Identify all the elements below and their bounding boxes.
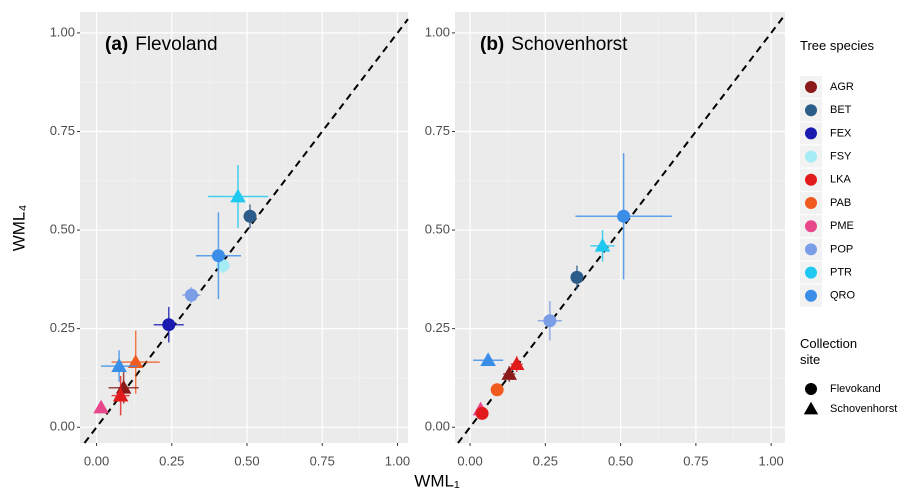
legend-title: Tree species xyxy=(800,38,874,53)
x-tick-label: 0.00 xyxy=(84,453,109,468)
identity-line xyxy=(457,14,786,444)
legend-label: FSY xyxy=(830,151,852,163)
y-axis-label: WML₄ xyxy=(9,205,28,252)
legend-label: PME xyxy=(830,220,854,232)
panel-title: (a) Flevoland xyxy=(105,34,218,55)
point xyxy=(112,387,129,402)
legend-swatch xyxy=(803,401,819,415)
legend-swatch xyxy=(805,150,817,163)
legend-swatch xyxy=(805,266,817,279)
legend-label: LKA xyxy=(830,174,851,186)
legend-swatch xyxy=(805,243,817,256)
legend-label: PAB xyxy=(830,197,851,209)
legend-label: Schovenhorst xyxy=(830,403,897,415)
y-tick-label: 0.50 xyxy=(425,222,450,237)
legend-label: AGR xyxy=(830,81,854,93)
point xyxy=(243,209,257,223)
legend-shape-title: Collection site xyxy=(800,336,858,367)
x-tick-label: 0.50 xyxy=(608,453,633,468)
y-tick-label: 0.00 xyxy=(425,419,450,434)
point xyxy=(570,270,584,284)
identity-line xyxy=(83,18,409,444)
panel-name: Flevoland xyxy=(135,34,217,55)
point xyxy=(230,188,246,203)
x-tick-label: 1.00 xyxy=(385,453,410,468)
legend-swatch xyxy=(805,289,817,302)
point xyxy=(162,318,176,332)
x-tick-label: 0.25 xyxy=(159,453,184,468)
y-tick-label: 0.25 xyxy=(425,320,450,335)
x-tick-label: 0.25 xyxy=(533,453,558,468)
legend-swatch xyxy=(805,197,817,209)
panel-name: Schovenhorst xyxy=(511,34,628,55)
point xyxy=(216,259,230,273)
panel-label: (b) xyxy=(480,34,504,55)
point xyxy=(93,399,109,414)
point xyxy=(480,352,496,367)
y-tick-label: 1.00 xyxy=(425,24,450,39)
legend-swatch xyxy=(805,383,817,395)
x-tick-label: 0.75 xyxy=(683,453,708,468)
point xyxy=(211,249,225,263)
point xyxy=(184,288,198,302)
legend-label: QRO xyxy=(830,290,856,302)
point xyxy=(543,314,557,328)
x-tick-label: 0.00 xyxy=(457,453,482,468)
legend-swatch xyxy=(805,104,817,117)
plot-background xyxy=(80,12,408,443)
panel-label: (a) xyxy=(105,34,128,55)
y-tick-label: 0.75 xyxy=(425,123,450,138)
point xyxy=(490,383,504,397)
legend-label: PTR xyxy=(830,267,852,279)
point xyxy=(127,354,144,369)
x-tick-label: 0.50 xyxy=(234,453,259,468)
point xyxy=(111,358,127,372)
point xyxy=(501,366,517,380)
x-tick-label: 1.00 xyxy=(758,453,783,468)
legend-swatch xyxy=(805,173,817,186)
point xyxy=(508,356,525,370)
y-tick-label: 0.25 xyxy=(50,320,75,335)
legend-swatch xyxy=(805,220,817,233)
panel-title: (b) Schovenhorst xyxy=(480,34,628,55)
x-tick-label: 0.75 xyxy=(310,453,335,468)
legend-label: FEX xyxy=(830,127,852,139)
point xyxy=(475,406,489,420)
y-tick-label: 1.00 xyxy=(50,24,75,39)
legend-label: BET xyxy=(830,104,852,116)
x-axis-label: WML₁ xyxy=(414,471,460,490)
y-tick-label: 0.00 xyxy=(50,419,75,434)
legend-label: POP xyxy=(830,243,853,255)
y-tick-label: 0.50 xyxy=(50,222,75,237)
point xyxy=(617,209,631,223)
y-tick-label: 0.75 xyxy=(50,123,75,138)
point xyxy=(594,238,611,252)
legend-swatch xyxy=(805,81,817,93)
legend-label: Flevokand xyxy=(830,383,881,395)
legend-swatch xyxy=(805,127,817,140)
